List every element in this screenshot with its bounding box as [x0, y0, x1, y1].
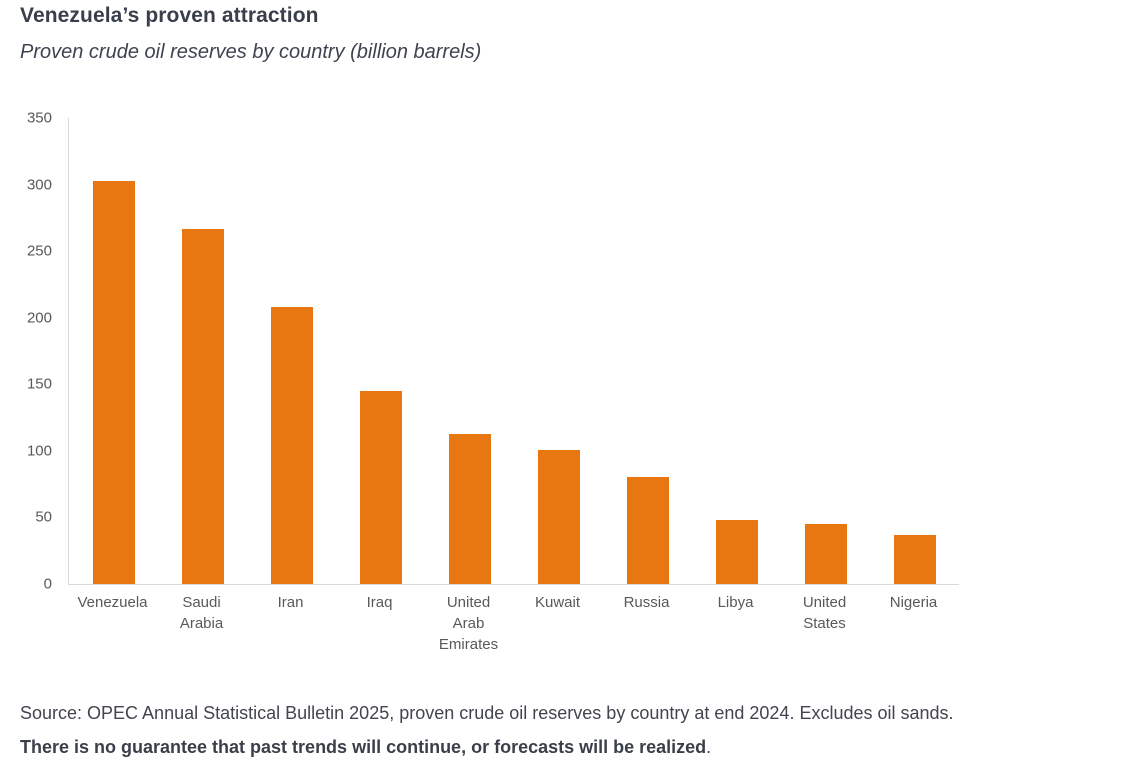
x-label-line: Libya — [717, 594, 754, 611]
x-label-line: Nigeria — [889, 594, 938, 611]
bar-united-arab-emirates — [448, 434, 491, 584]
y-tick-label-150: 150 — [26, 375, 52, 393]
bar-libya — [715, 520, 758, 584]
x-label-line: United — [802, 594, 847, 611]
x-label-kuwait: Kuwait — [513, 592, 602, 613]
bar-russia — [626, 477, 669, 584]
x-label-line: Arab — [452, 615, 485, 632]
bar-iran — [270, 307, 313, 584]
y-tick-label-350: 350 — [26, 109, 52, 127]
x-label-line: United — [446, 594, 491, 611]
bar-nigeria — [893, 535, 936, 584]
chart-subtitle: Proven crude oil reserves by country (bi… — [20, 41, 482, 63]
x-label-line: Emirates — [438, 636, 499, 653]
x-axis-labels: Venezuela Saudi Arabia Iran Iraq United Arab Em… — [68, 592, 958, 662]
x-label-united-arab-emirates: United Arab Emirates — [424, 592, 513, 655]
x-label-line: Russia — [623, 594, 670, 611]
bar-venezuela — [92, 181, 135, 584]
y-tick-label-250: 250 — [26, 242, 52, 260]
bar-united-states — [804, 524, 847, 584]
x-label-nigeria: Nigeria — [869, 592, 958, 613]
y-tick-label-50: 50 — [35, 508, 52, 526]
x-label-line: Venezuela — [77, 594, 148, 611]
chart-title: Venezuela’s proven attraction — [20, 4, 319, 27]
x-label-iran: Iran — [246, 592, 335, 613]
x-label-united-states: United States — [780, 592, 869, 634]
x-label-saudi-arabia: Saudi Arabia — [157, 592, 246, 634]
x-label-russia: Russia — [602, 592, 691, 613]
x-label-line: Saudi — [182, 594, 221, 611]
y-tick-label-200: 200 — [26, 309, 52, 327]
x-label-venezuela: Venezuela — [68, 592, 157, 613]
x-label-line: Kuwait — [534, 594, 581, 611]
y-tick-label-300: 300 — [26, 176, 52, 194]
y-tick-label-0: 0 — [43, 575, 52, 593]
bar-saudi-arabia — [181, 229, 224, 584]
y-tick-label-100: 100 — [26, 442, 52, 460]
x-label-line: Iraq — [366, 594, 393, 611]
bar-iraq — [359, 391, 402, 584]
x-label-iraq: Iraq — [335, 592, 424, 613]
plot-area — [68, 118, 959, 585]
x-label-line: Iran — [277, 594, 304, 611]
bar-kuwait — [537, 450, 580, 584]
disclaimer-note: There is no guarantee that past trends w… — [20, 737, 711, 758]
y-axis-labels: 0 50 100 150 200 250 300 350 — [0, 111, 52, 592]
x-label-line: States — [803, 615, 846, 632]
x-label-line: Arabia — [179, 615, 224, 632]
x-label-libya: Libya — [691, 592, 780, 613]
source-note: Source: OPEC Annual Statistical Bulletin… — [20, 703, 954, 723]
disclaimer-bold-text: There is no guarantee that past trends w… — [20, 737, 707, 757]
disclaimer-period: . — [706, 737, 712, 757]
